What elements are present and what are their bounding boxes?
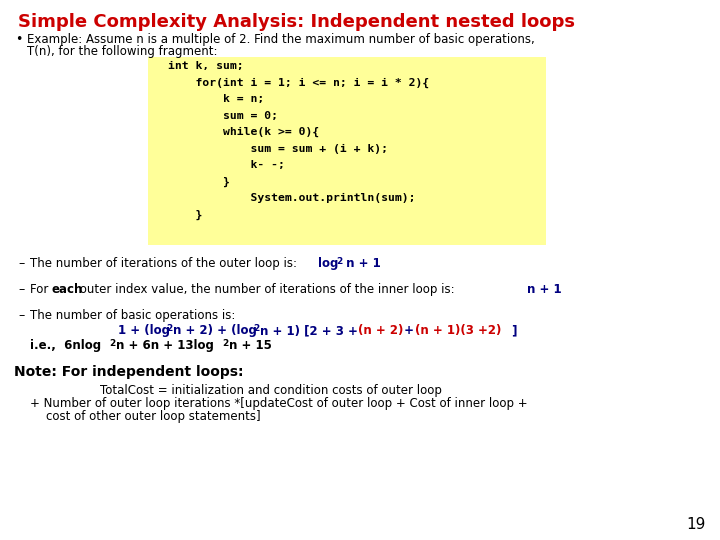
Text: int k, sum;: int k, sum; <box>168 61 243 71</box>
Text: (n + 2): (n + 2) <box>358 324 403 337</box>
Text: k- -;: k- -; <box>168 160 285 170</box>
Text: +: + <box>400 324 414 337</box>
Text: + Number of outer loop iterations *[updateCost of outer loop + Cost of inner loo: + Number of outer loop iterations *[upda… <box>30 397 528 410</box>
Text: 1 + (log: 1 + (log <box>118 324 170 337</box>
Text: 2: 2 <box>222 339 228 348</box>
Text: 19: 19 <box>687 517 706 532</box>
Text: while(k >= 0){: while(k >= 0){ <box>168 127 319 137</box>
Text: The number of basic operations is:: The number of basic operations is: <box>30 309 235 322</box>
Text: Note: For independent loops:: Note: For independent loops: <box>14 365 243 379</box>
Text: for(int i = 1; i <= n; i = i * 2){: for(int i = 1; i <= n; i = i * 2){ <box>168 78 429 87</box>
FancyBboxPatch shape <box>148 57 546 245</box>
Text: log: log <box>318 257 338 270</box>
Text: 2: 2 <box>109 339 115 348</box>
Text: Example: Assume n is a multiple of 2. Find the maximum number of basic operation: Example: Assume n is a multiple of 2. Fi… <box>27 33 535 46</box>
Text: Simple Complexity Analysis: Independent nested loops: Simple Complexity Analysis: Independent … <box>18 13 575 31</box>
Text: i.e.,  6nlog: i.e., 6nlog <box>30 339 101 352</box>
Text: 2: 2 <box>336 257 342 266</box>
Text: –: – <box>18 309 24 322</box>
Text: k = n;: k = n; <box>168 94 264 104</box>
Text: System.out.println(sum);: System.out.println(sum); <box>168 193 415 203</box>
Text: sum = sum + (i + k);: sum = sum + (i + k); <box>168 144 388 153</box>
Text: •: • <box>15 33 22 46</box>
Text: }: } <box>168 177 230 187</box>
Text: (n + 1)(3 +2): (n + 1)(3 +2) <box>415 324 501 337</box>
Text: 2: 2 <box>166 324 172 333</box>
Text: TotalCost = initialization and condition costs of outer loop: TotalCost = initialization and condition… <box>100 384 442 397</box>
Text: –: – <box>18 257 24 270</box>
Text: The number of iterations of the outer loop is:: The number of iterations of the outer lo… <box>30 257 301 270</box>
Text: sum = 0;: sum = 0; <box>168 111 278 120</box>
Text: n + 2) + (log: n + 2) + (log <box>173 324 257 337</box>
Text: }: } <box>168 210 202 220</box>
Text: n + 1: n + 1 <box>342 257 381 270</box>
Text: ]: ] <box>508 324 518 337</box>
Text: n + 15: n + 15 <box>229 339 272 352</box>
Text: cost of other outer loop statements]: cost of other outer loop statements] <box>46 410 261 423</box>
Text: n + 1: n + 1 <box>527 283 562 296</box>
Text: n + 6n + 13log: n + 6n + 13log <box>116 339 214 352</box>
Text: outer index value, the number of iterations of the inner loop is:: outer index value, the number of iterati… <box>76 283 459 296</box>
Text: T(n), for the following fragment:: T(n), for the following fragment: <box>27 45 217 58</box>
Text: n + 1) [2 + 3 +: n + 1) [2 + 3 + <box>260 324 362 337</box>
Text: For: For <box>30 283 52 296</box>
Text: –: – <box>18 283 24 296</box>
Text: each: each <box>51 283 82 296</box>
Text: 2: 2 <box>253 324 259 333</box>
